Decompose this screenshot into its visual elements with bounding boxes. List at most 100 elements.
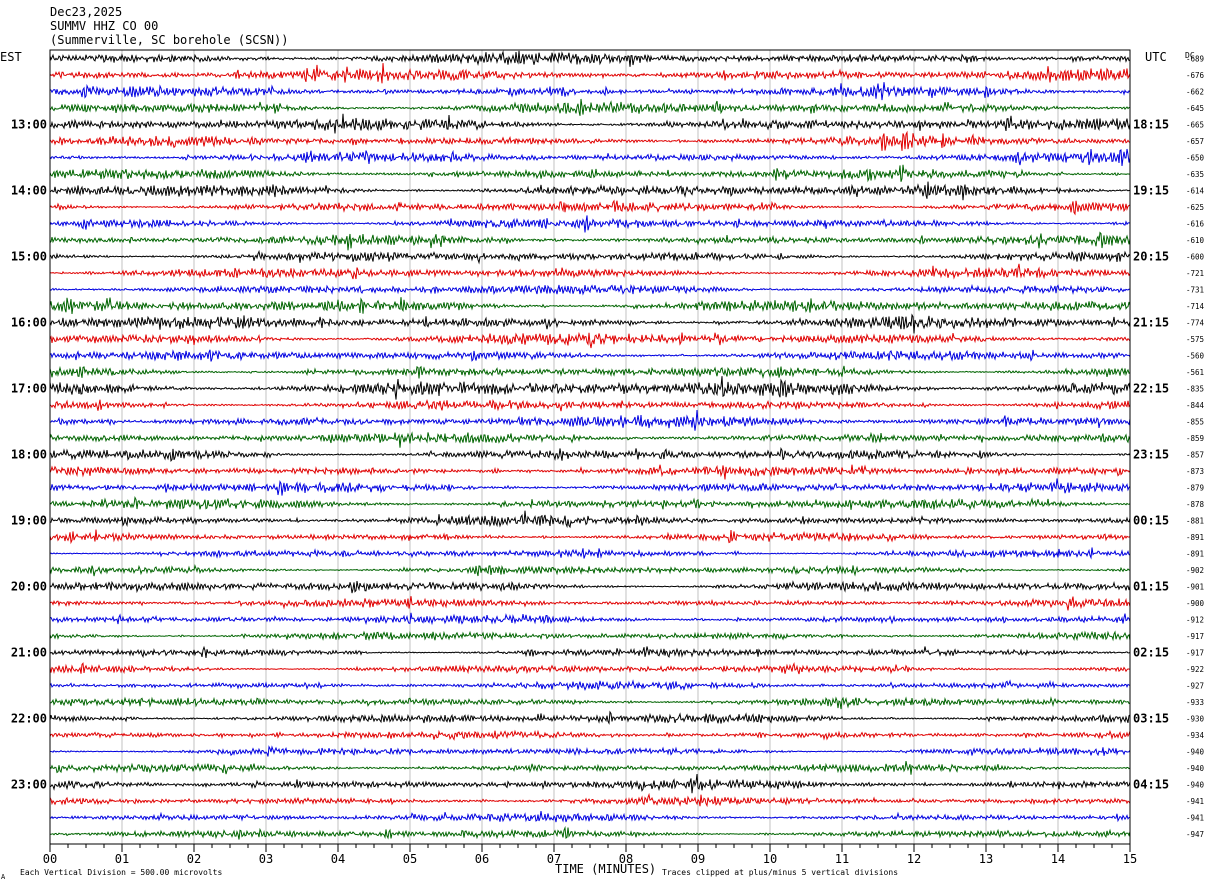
station-code: SUMMV HHZ CO 00 — [50, 19, 159, 33]
trace-row-45 — [49, 792, 1131, 808]
est-hour-label: 14:00 — [11, 184, 47, 198]
seismic-traces — [49, 50, 1131, 840]
trace-row-7 — [49, 164, 1131, 183]
corner-mark: A — [1, 873, 6, 881]
trace-row-23 — [49, 431, 1131, 448]
trace-row-9 — [49, 199, 1131, 216]
trace-row-27 — [49, 496, 1131, 511]
est-hour-label: 19:00 — [11, 514, 47, 528]
trace-row-47 — [49, 825, 1131, 840]
plot-date: Dec23,2025 — [50, 5, 123, 19]
dc-offset-label: -927 — [1186, 682, 1204, 691]
trace-row-26 — [49, 478, 1131, 496]
utc-hour-label: 23:15 — [1133, 448, 1169, 462]
utc-hour-label: 20:15 — [1133, 250, 1169, 264]
x-tick-label: 03 — [259, 852, 273, 866]
dc-offset-label: -645 — [1186, 104, 1204, 113]
dc-offset-label: -835 — [1186, 385, 1204, 394]
dc-offset-label: -844 — [1186, 401, 1205, 410]
dc-offset-label: -934 — [1186, 731, 1205, 740]
trace-row-1 — [49, 63, 1131, 84]
minute-gridlines — [121, 50, 1059, 844]
dc-offset-label: -902 — [1186, 566, 1204, 575]
dc-offset-label: -625 — [1186, 203, 1204, 212]
utc-hour-labels: 18:15 19:15 20:15 21:15 22:15 23:15 00:15 01:15… — [1133, 118, 1169, 792]
dc-header-label: DC — [1185, 51, 1195, 60]
trace-row-46 — [49, 811, 1131, 823]
dc-offset-label: -940 — [1186, 781, 1205, 790]
trace-row-12 — [49, 249, 1131, 265]
trace-row-19 — [49, 365, 1131, 379]
dc-offset-label: -614 — [1186, 187, 1205, 196]
x-tick-label: 09 — [691, 852, 705, 866]
dc-offset-label: -947 — [1186, 830, 1204, 839]
trace-row-20 — [49, 376, 1131, 400]
trace-row-5 — [49, 130, 1131, 151]
trace-row-10 — [49, 215, 1131, 233]
trace-row-21 — [49, 398, 1131, 412]
dc-offset-label: -662 — [1186, 88, 1204, 97]
trace-row-14 — [49, 283, 1131, 296]
trace-row-15 — [49, 297, 1131, 315]
dc-offset-label: -859 — [1186, 434, 1204, 443]
x-tick-label: 13 — [979, 852, 993, 866]
station-location: (Summerville, SC borehole (SCSN)) — [50, 33, 289, 47]
dc-offset-label: -930 — [1186, 715, 1205, 724]
est-hour-label: 21:00 — [11, 646, 47, 660]
est-hour-label: 13:00 — [11, 118, 47, 132]
x-tick-label: 12 — [907, 852, 921, 866]
x-tick-label: 14 — [1051, 852, 1065, 866]
utc-hour-label: 03:15 — [1133, 712, 1169, 726]
dc-offset-label: -616 — [1186, 220, 1205, 229]
utc-hour-label: 01:15 — [1133, 580, 1169, 594]
dc-offset-label: -891 — [1186, 533, 1204, 542]
x-tick-label: 04 — [331, 852, 345, 866]
x-tick-label: 02 — [187, 852, 201, 866]
dc-offset-label: -575 — [1186, 335, 1204, 344]
utc-hour-label: 19:15 — [1133, 184, 1169, 198]
trace-row-40 — [49, 710, 1131, 725]
trace-row-31 — [49, 564, 1131, 577]
dc-offset-label: -714 — [1186, 302, 1205, 311]
dc-offset-label: -774 — [1186, 319, 1205, 328]
trace-row-41 — [49, 729, 1131, 741]
trace-row-8 — [49, 181, 1131, 201]
x-tick-labels: 00 01 02 03 04 05 06 07 08 09 10 11 12 13 14 15 — [43, 852, 1137, 866]
trace-row-33 — [49, 596, 1131, 611]
est-hour-label: 15:00 — [11, 250, 47, 264]
dc-offset-label: -900 — [1186, 599, 1205, 608]
x-tick-label: 06 — [475, 852, 489, 866]
x-tick-label: 10 — [763, 852, 777, 866]
dc-offset-label: -879 — [1186, 484, 1204, 493]
dc-offset-label: -650 — [1186, 154, 1205, 163]
dc-offset-labels: -689 -676 -662 -645 -665 -657 -650 -635 -614 -625… — [1186, 55, 1205, 840]
trace-row-4 — [49, 113, 1131, 134]
dc-offset-label: -721 — [1186, 269, 1204, 278]
dc-offset-label: -940 — [1186, 764, 1205, 773]
x-tick-label: 05 — [403, 852, 417, 866]
trace-row-35 — [49, 630, 1131, 642]
dc-offset-label: -731 — [1186, 286, 1204, 295]
trace-row-11 — [49, 231, 1131, 251]
trace-row-24 — [49, 446, 1131, 463]
est-hour-labels: 13:00 14:00 15:00 16:00 17:00 18:00 19:00 20:00… — [11, 118, 47, 792]
x-tick-label: 15 — [1123, 852, 1137, 866]
dc-offset-label: -600 — [1186, 253, 1205, 262]
dc-offset-label: -933 — [1186, 698, 1204, 707]
est-hour-label: 18:00 — [11, 448, 47, 462]
dc-offset-label: -917 — [1186, 649, 1204, 658]
dc-offset-label: -561 — [1186, 368, 1204, 377]
trace-row-0 — [49, 50, 1131, 67]
est-hour-label: 22:00 — [11, 712, 47, 726]
trace-row-16 — [49, 313, 1131, 334]
trace-row-22 — [49, 409, 1131, 431]
x-tick-label: 07 — [547, 852, 561, 866]
trace-row-29 — [49, 529, 1131, 545]
x-tick-label: 11 — [835, 852, 849, 866]
est-timezone-label: EST — [0, 50, 22, 64]
trace-row-38 — [49, 679, 1131, 691]
trace-row-44 — [49, 773, 1131, 794]
dc-offset-label: -855 — [1186, 418, 1204, 427]
dc-offset-label: -941 — [1186, 814, 1204, 823]
